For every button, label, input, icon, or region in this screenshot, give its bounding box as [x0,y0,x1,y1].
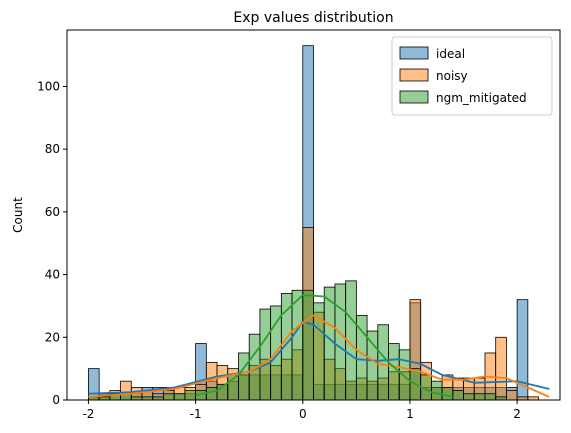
bar-ngm_mitigated-37 [484,393,497,401]
kde-curves [88,294,550,398]
bar-ngm_mitigated-7 [163,393,175,401]
y-tick-label: 20 [45,330,60,344]
bars-ngm_mitigated [88,280,507,401]
bar-ngm_mitigated-20 [302,289,314,401]
x-tick-label: 2 [513,407,521,421]
y-axis-label: Count [11,197,25,233]
bar-ngm_mitigated-32 [430,380,443,401]
bar-noisy-39 [506,390,518,401]
kde-line-noisy [88,314,550,398]
y-tick-label: 60 [45,205,60,219]
bar-ngm_mitigated-26 [366,330,379,401]
x-tick-label: -1 [190,407,202,421]
bar-ngm_mitigated-14 [238,352,250,401]
y-tick-label: 40 [45,268,60,282]
bar-ngm_mitigated-36 [473,393,486,401]
legend-swatch-noisy [399,68,429,82]
bar-ngm_mitigated-19 [291,289,304,401]
histogram-bars [88,45,539,401]
bar-ngm_mitigated-21 [313,302,325,401]
legend-swatch-ngm_mitigated [399,90,429,104]
bar-ngm_mitigated-8 [173,393,186,401]
bar-ngm_mitigated-25 [355,314,368,401]
kde-line-ideal [88,320,550,395]
bar-noisy-38 [495,336,507,401]
chart-title: Exp values distribution [233,10,393,26]
y-tick-label: 0 [52,393,60,407]
bar-ngm_mitigated-16 [259,308,272,401]
x-tick-label: 1 [406,407,414,421]
legend-label-ngm_mitigated: ngm_mitigated [436,91,527,105]
legend: ideal noisy ngm_mitigated [391,36,553,116]
bar-ngm_mitigated-33 [441,387,454,401]
bar-ideal-0 [88,368,100,401]
bar-ngm_mitigated-23 [334,283,347,401]
legend-label-ideal: ideal [436,47,465,61]
kde-line-ngm_mitigated [195,294,453,398]
y-axis-ticks: 0 20 40 60 80 100 [37,79,67,407]
y-tick-label: 80 [45,142,60,156]
plot-frame [66,29,561,401]
bar-ngm_mitigated-28 [388,343,400,401]
bar-ngm_mitigated-29 [398,349,411,401]
x-tick-label: 0 [299,407,307,421]
legend-label-noisy: noisy [436,69,468,83]
bar-ngm_mitigated-27 [377,324,389,401]
legend-swatch-ideal [399,46,429,60]
bar-ngm_mitigated-9 [184,390,197,401]
x-tick-label: -2 [82,407,94,421]
y-tick-label: 100 [37,79,60,93]
legend-box [391,36,553,116]
bar-ngm_mitigated-34 [452,390,464,401]
x-axis-ticks: -2 -1 0 1 2 [82,400,521,421]
bar-ngm_mitigated-11 [205,387,218,401]
bar-ngm_mitigated-35 [463,393,475,401]
